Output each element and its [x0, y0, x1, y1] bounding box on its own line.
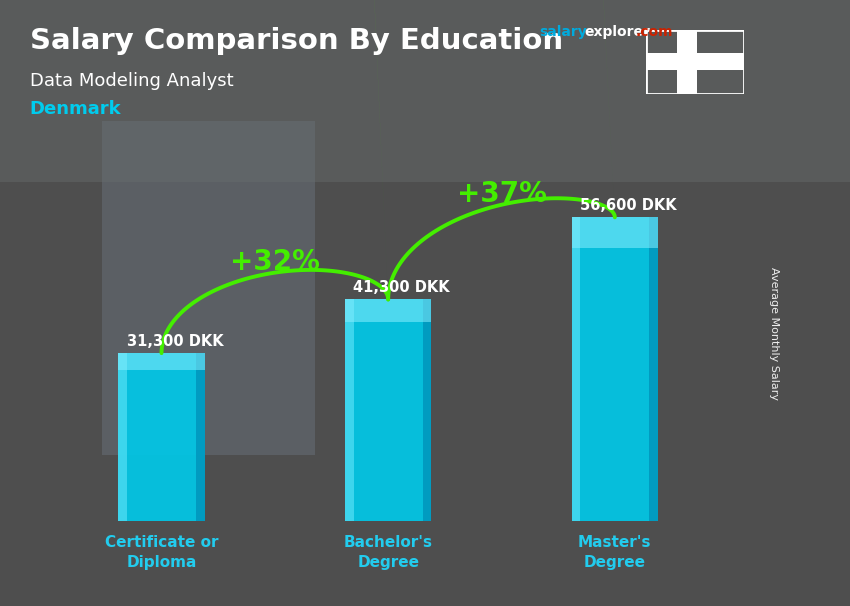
- Bar: [118, 353, 205, 521]
- Bar: [118, 353, 127, 521]
- Bar: [572, 218, 581, 521]
- Text: 56,600 DKK: 56,600 DKK: [580, 198, 677, 213]
- Text: salary: salary: [540, 25, 587, 39]
- Text: .com: .com: [636, 25, 673, 39]
- Text: +32%: +32%: [230, 248, 320, 276]
- Text: Denmark: Denmark: [30, 100, 122, 118]
- Bar: [196, 353, 205, 521]
- Text: Data Modeling Analyst: Data Modeling Analyst: [30, 72, 234, 90]
- Bar: [572, 218, 658, 248]
- Text: explorer: explorer: [585, 25, 650, 39]
- Bar: [118, 353, 205, 370]
- Bar: [0, 0, 850, 182]
- Text: 41,300 DKK: 41,300 DKK: [354, 280, 450, 295]
- Bar: [102, 121, 314, 454]
- Bar: [646, 53, 744, 70]
- Bar: [422, 299, 431, 521]
- Bar: [345, 299, 431, 322]
- Bar: [345, 299, 354, 521]
- Text: 31,300 DKK: 31,300 DKK: [127, 334, 224, 349]
- Bar: [345, 299, 431, 521]
- Bar: [572, 218, 658, 521]
- Text: Salary Comparison By Education: Salary Comparison By Education: [30, 27, 563, 55]
- Bar: [649, 218, 658, 521]
- Bar: [677, 30, 697, 94]
- Text: Average Monthly Salary: Average Monthly Salary: [769, 267, 779, 400]
- Text: +37%: +37%: [456, 180, 547, 208]
